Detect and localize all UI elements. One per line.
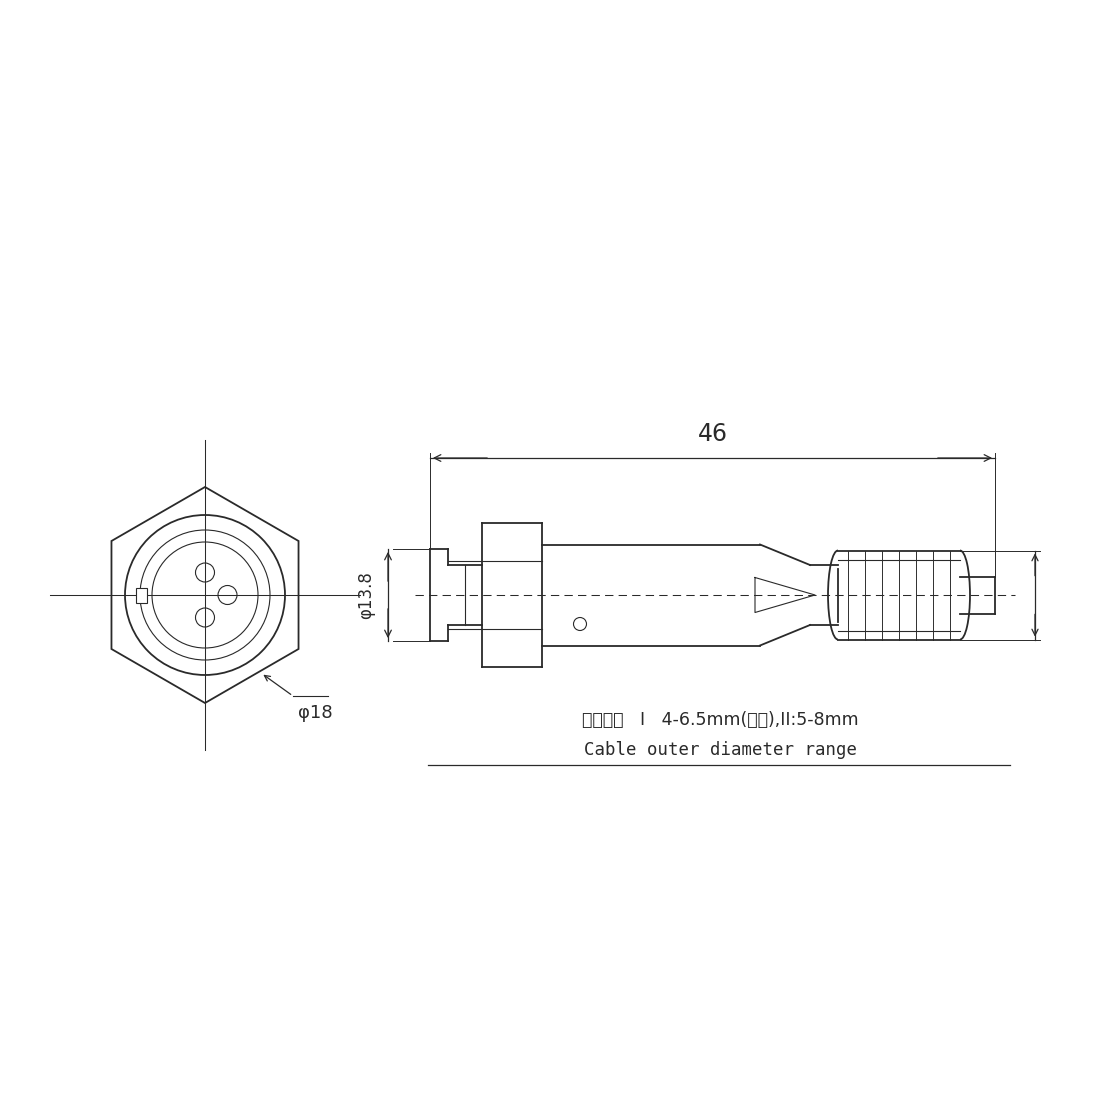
Text: 46: 46 [698,422,728,446]
Bar [137,588,147,603]
Text: Cable outer diameter range: Cable outer diameter range [584,741,857,759]
Text: φ18: φ18 [298,704,333,722]
Text: 电缆直径   I   4-6.5mm(不标),II:5-8mm: 电缆直径 I 4-6.5mm(不标),II:5-8mm [581,711,858,729]
Text: φ13.8: φ13.8 [357,571,375,619]
